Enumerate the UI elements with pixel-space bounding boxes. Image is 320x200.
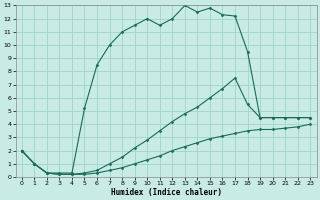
X-axis label: Humidex (Indice chaleur): Humidex (Indice chaleur) [110,188,221,197]
